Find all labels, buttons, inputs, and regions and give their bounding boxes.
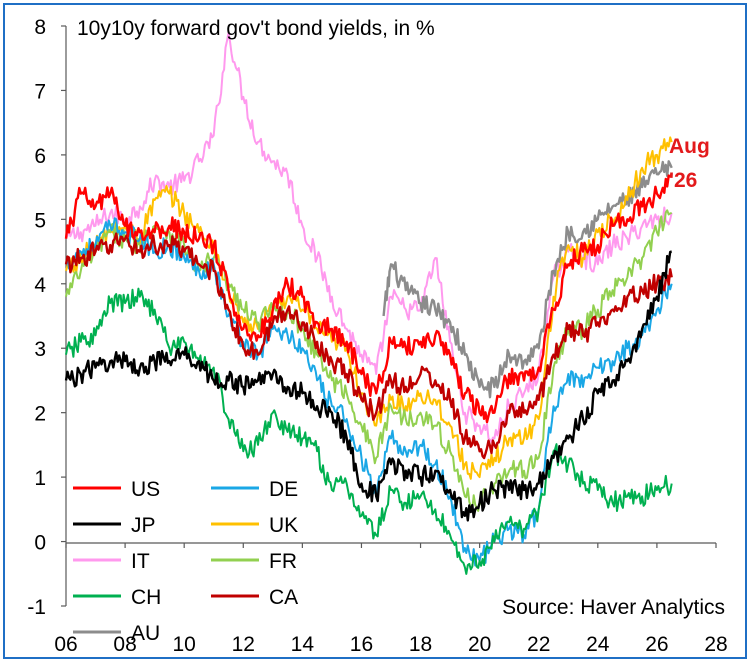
legend-item-ca: CA bbox=[211, 586, 298, 609]
series-line-ca bbox=[64, 232, 673, 460]
legend-item-it: IT bbox=[73, 550, 150, 573]
y-tick-label: 2 bbox=[34, 403, 46, 426]
legend-label: US bbox=[131, 478, 160, 501]
series-line-us bbox=[64, 173, 673, 424]
legend: US DE JP UK IT FR CH CA AU bbox=[73, 478, 298, 645]
y-tick-label: 3 bbox=[34, 338, 46, 361]
plot-lines bbox=[64, 31, 673, 575]
x-tick-label: 12 bbox=[232, 633, 255, 656]
y-tick-label: 0 bbox=[34, 532, 46, 555]
legend-label: CA bbox=[269, 586, 298, 609]
x-tick-label: 06 bbox=[54, 633, 77, 656]
legend-item-au: AU bbox=[73, 622, 160, 645]
chart-frame: -1 0 1 2 3 4 5 6 7 8 06 08 10 12 14 16 18 20 22 24 26 28 10y… bbox=[3, 3, 747, 659]
legend-label: DE bbox=[269, 478, 298, 501]
source-note: Source: Haver Analytics bbox=[502, 596, 725, 619]
x-tick-label: 08 bbox=[113, 633, 136, 656]
legend-label: CH bbox=[131, 586, 161, 609]
legend-item-us: US bbox=[73, 478, 160, 501]
series-line-it bbox=[65, 31, 673, 443]
annotation-aug: Aug bbox=[669, 135, 710, 158]
legend-label: FR bbox=[269, 550, 297, 573]
y-tick-label: 6 bbox=[34, 145, 46, 168]
y-ticks: -1 0 1 2 3 4 5 6 7 8 bbox=[27, 16, 66, 619]
legend-label: JP bbox=[131, 514, 156, 537]
series-line-uk bbox=[65, 136, 673, 480]
x-tick-label: 14 bbox=[291, 633, 315, 656]
x-tick-label: 28 bbox=[704, 633, 727, 656]
x-tick-label: 22 bbox=[527, 633, 550, 656]
y-tick-label: 8 bbox=[34, 16, 46, 39]
x-ticks: 06 08 10 12 14 16 18 20 22 24 26 28 bbox=[54, 543, 728, 656]
legend-item-de: DE bbox=[211, 478, 298, 501]
series-line-de bbox=[65, 217, 673, 567]
series-line-au bbox=[382, 160, 673, 399]
chart-title: 10y10y forward gov't bond yields, in % bbox=[77, 17, 435, 40]
x-tick-label: 18 bbox=[409, 633, 432, 656]
legend-item-jp: JP bbox=[73, 514, 156, 537]
series-line-jp bbox=[64, 250, 672, 522]
annotation-26: '26 bbox=[669, 169, 697, 192]
x-tick-label: 20 bbox=[468, 633, 491, 656]
series-line-ch bbox=[65, 287, 673, 575]
y-tick-label: 5 bbox=[34, 209, 46, 232]
legend-label: AU bbox=[131, 622, 160, 645]
legend-item-uk: UK bbox=[211, 514, 298, 537]
y-tick-label: -1 bbox=[27, 596, 46, 619]
y-tick-label: 7 bbox=[34, 80, 46, 103]
x-tick-label: 10 bbox=[173, 633, 196, 656]
legend-item-fr: FR bbox=[211, 550, 297, 573]
y-tick-label: 1 bbox=[34, 467, 46, 490]
x-tick-label: 24 bbox=[586, 633, 610, 656]
legend-label: UK bbox=[269, 514, 298, 537]
y-tick-label: 4 bbox=[34, 274, 46, 297]
x-tick-label: 16 bbox=[350, 633, 373, 656]
legend-item-ch: CH bbox=[73, 586, 161, 609]
x-tick-label: 26 bbox=[645, 633, 668, 656]
legend-label: IT bbox=[131, 550, 150, 573]
